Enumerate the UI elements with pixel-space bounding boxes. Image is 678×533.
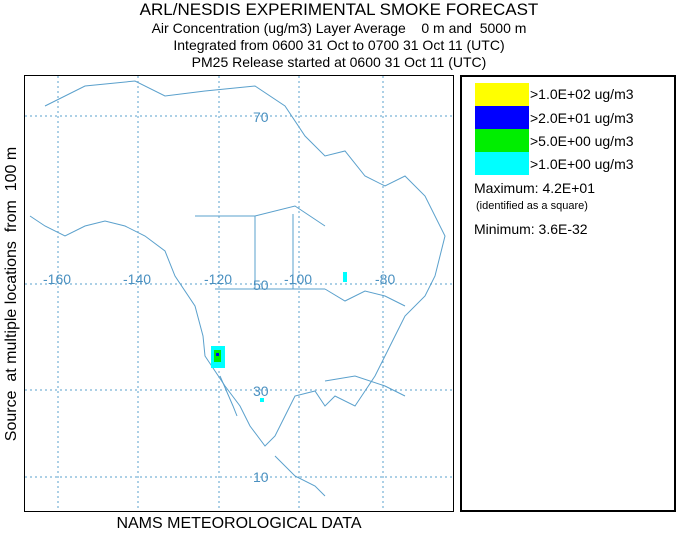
data-source-footer: NAMS METEOROLOGICAL DATA [116,515,362,532]
longitude-labels: -160 -140 -120 -100 -80 [43,271,395,287]
legend: >1.0E+02 ug/m3 >2.0E+01 ug/m3 >5.0E+00 u… [460,75,676,512]
graticule [25,76,453,511]
svg-text:10: 10 [253,469,269,485]
svg-text:-120: -120 [204,271,232,287]
subtitle-integration: Integrated from 0600 31 Oct to 0700 31 O… [173,37,505,53]
svg-text:-100: -100 [284,271,312,287]
legend-label: >2.0E+01 ug/m3 [530,110,634,126]
source-label: Source at multiple locations from 100 m [3,146,20,442]
svg-text:30: 30 [253,383,269,399]
smoke-plumes [211,272,347,402]
svg-text:-80: -80 [375,271,395,287]
legend-swatch-blue [475,106,529,129]
legend-swatch-green [475,129,529,152]
subtitle-concentration: Air Concentration (ug/m3) Layer Average … [151,20,527,36]
map-title: ARL/NESDIS EXPERIMENTAL SMOKE FORECAST [139,0,539,19]
smoke-map: 70 50 30 10 -160 -140 -120 -100 -80 [24,75,454,512]
legend-swatch-yellow [475,83,529,106]
svg-text:-140: -140 [123,271,151,287]
legend-swatch-cyan [475,152,529,175]
map-canvas: 70 50 30 10 -160 -140 -120 -100 -80 [25,76,453,511]
svg-text:70: 70 [253,109,269,125]
legend-label: >1.0E+00 ug/m3 [530,156,634,172]
maximum-value: Maximum: 4.2E+01 [474,180,595,196]
latitude-labels: 70 50 30 10 [253,109,269,485]
legend-label: >1.0E+02 ug/m3 [530,86,634,102]
minimum-value: Minimum: 3.6E-32 [474,221,588,237]
maximum-note: (identified as a square) [476,200,588,212]
svg-text:50: 50 [253,277,269,293]
coastlines [29,80,446,497]
svg-text:-160: -160 [43,271,71,287]
legend-label: >5.0E+00 ug/m3 [530,133,634,149]
subtitle-release: PM25 Release started at 0600 31 Oct 11 (… [191,54,487,70]
